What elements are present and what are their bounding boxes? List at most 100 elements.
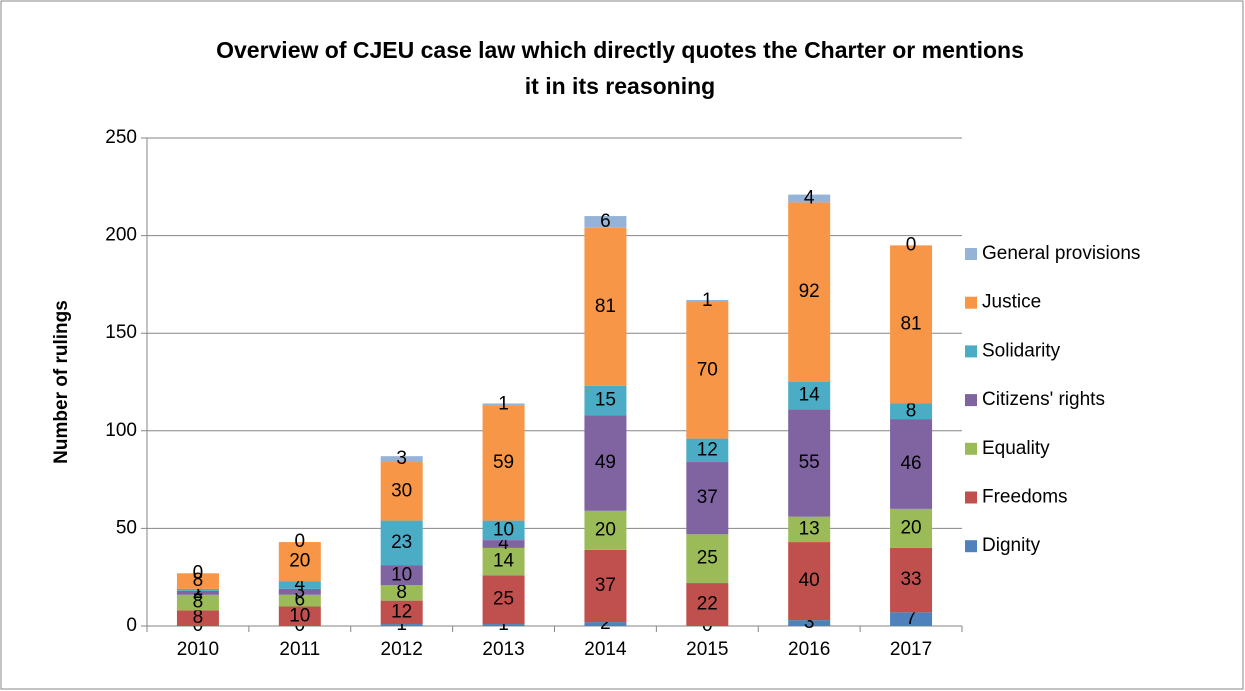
y-tick-label: 0 xyxy=(126,615,137,636)
y-axis-label: Number of rulings xyxy=(51,300,72,464)
data-label: 20 xyxy=(900,517,921,538)
x-tick-label: 2015 xyxy=(686,639,728,660)
data-label: 2 xyxy=(193,582,204,603)
legend-swatch xyxy=(965,491,977,504)
data-label: 7 xyxy=(906,608,917,629)
bar-segment xyxy=(890,508,933,548)
y-tick-label: 250 xyxy=(105,127,137,148)
bar-segment xyxy=(176,573,219,589)
x-tick-label: 2017 xyxy=(890,639,932,660)
data-label: 1 xyxy=(193,579,204,600)
data-label: 3 xyxy=(396,448,407,469)
bar-segment xyxy=(176,588,219,591)
data-label: 55 xyxy=(799,452,820,473)
x-tick-label: 2013 xyxy=(482,639,524,660)
x-tick-label: 2012 xyxy=(381,639,423,660)
data-label: 4 xyxy=(295,574,306,595)
data-label: 30 xyxy=(391,480,412,501)
data-label: 23 xyxy=(391,532,412,553)
bar-segment xyxy=(482,540,525,548)
bar-segment xyxy=(788,202,831,382)
data-label: 10 xyxy=(493,519,514,540)
data-label: 8 xyxy=(193,592,204,613)
legend-label: General provisions xyxy=(982,243,1140,264)
bar-segment xyxy=(482,547,525,576)
data-label: 20 xyxy=(289,551,310,572)
bar-segment xyxy=(890,612,933,626)
y-tick-label: 150 xyxy=(105,322,137,343)
data-label: 8 xyxy=(906,400,917,421)
bar-segment xyxy=(482,575,525,625)
data-label: 8 xyxy=(193,570,204,591)
bar-segment xyxy=(686,301,729,439)
bar-segment xyxy=(584,216,627,228)
data-label: 37 xyxy=(595,575,616,596)
data-label: 1 xyxy=(498,614,509,635)
bar-segment xyxy=(482,520,525,541)
data-label: 59 xyxy=(493,452,514,473)
legend-swatch xyxy=(965,296,977,309)
data-label: 40 xyxy=(799,570,820,591)
data-label: 1 xyxy=(702,290,713,311)
data-label: 0 xyxy=(193,562,204,583)
data-label: 3 xyxy=(804,612,815,633)
chart-title: it in its reasoning xyxy=(525,73,715,99)
bar-segment xyxy=(482,405,525,521)
data-label: 14 xyxy=(799,385,821,406)
bar-segment xyxy=(788,620,831,626)
legend-label: Equality xyxy=(982,438,1050,459)
data-label: 13 xyxy=(799,518,820,539)
x-tick-label: 2016 xyxy=(788,639,830,660)
legend-label: Solidarity xyxy=(982,340,1061,361)
bar-segment xyxy=(278,581,321,589)
data-label: 1 xyxy=(396,614,407,635)
data-label: 3 xyxy=(295,581,306,602)
data-label: 81 xyxy=(595,296,616,317)
data-label: 12 xyxy=(697,439,718,460)
bar-segment xyxy=(482,624,525,626)
bar-segment xyxy=(380,456,423,463)
data-label: 6 xyxy=(295,590,306,611)
legend-label: Justice xyxy=(982,292,1041,313)
bar-segment xyxy=(788,194,831,203)
legend-swatch xyxy=(965,442,977,455)
bar-segment xyxy=(278,588,321,595)
bar-segment xyxy=(584,622,627,626)
legend-swatch xyxy=(965,345,977,358)
data-label: 22 xyxy=(697,594,718,615)
data-label: 70 xyxy=(697,359,718,380)
bar-segment xyxy=(584,385,627,416)
data-label: 20 xyxy=(595,519,616,540)
data-label: 8 xyxy=(193,607,204,628)
bar-segment xyxy=(380,624,423,626)
bar-segment xyxy=(482,403,525,406)
bar-segment xyxy=(380,462,423,521)
y-tick-label: 200 xyxy=(105,225,137,246)
bar-segment xyxy=(380,600,423,625)
x-tick-label: 2010 xyxy=(177,639,219,660)
legend-label: Freedoms xyxy=(982,487,1068,508)
bar-segment xyxy=(278,606,321,626)
bar-segment xyxy=(890,403,933,420)
bar-segment xyxy=(584,227,627,386)
data-label: 1 xyxy=(498,393,509,414)
data-label: 15 xyxy=(595,390,616,411)
data-label: 25 xyxy=(493,589,514,610)
data-label: 12 xyxy=(391,601,412,622)
legend-swatch xyxy=(965,540,977,553)
bar-segment xyxy=(584,415,627,511)
bar-segment xyxy=(380,565,423,586)
data-label: 92 xyxy=(799,281,820,302)
bar-segment xyxy=(278,542,321,582)
data-label: 2 xyxy=(600,613,611,634)
x-tick-label: 2011 xyxy=(279,639,320,660)
y-tick-label: 50 xyxy=(116,517,137,538)
bar-segment xyxy=(686,583,729,626)
data-label: 33 xyxy=(900,569,921,590)
bar-segment xyxy=(584,510,627,550)
data-label: 0 xyxy=(295,531,306,552)
bar-segment xyxy=(788,382,831,410)
data-label: 81 xyxy=(900,313,921,334)
data-label: 10 xyxy=(391,564,412,585)
data-label: 4 xyxy=(498,533,509,554)
